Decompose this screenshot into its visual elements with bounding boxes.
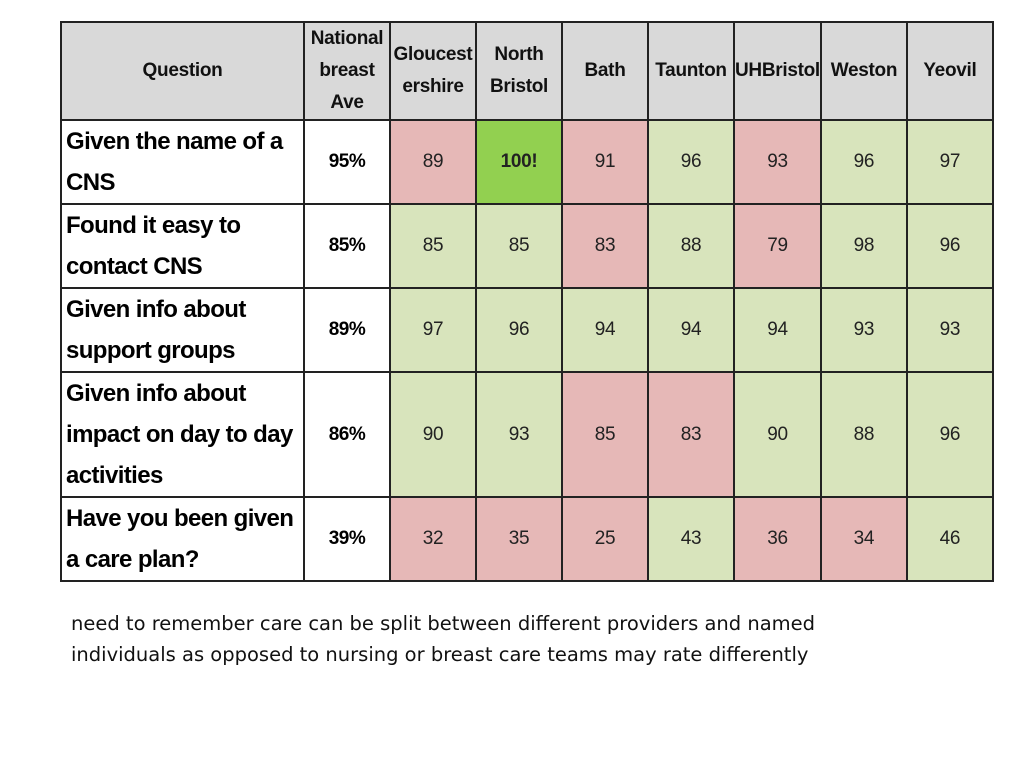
table-row: Have you been given a care plan? 39% 32 … (60, 496, 994, 582)
score-cell: 97 (389, 287, 477, 373)
col-header-yeovil: Yeovil (905, 21, 994, 121)
score-cell: 85 (475, 203, 563, 289)
question-column-header: Question (60, 21, 305, 121)
question-line: Given info about (66, 380, 246, 407)
footnote: need to remember care can be split betwe… (71, 608, 971, 670)
score-cell: 85 (561, 371, 649, 498)
national-average-cell: 86% (303, 371, 391, 498)
header-line: UHBristol (735, 60, 820, 81)
national-average-cell: 39% (303, 496, 391, 582)
national-average-cell: 95% (303, 119, 391, 205)
score-cell: 32 (389, 496, 477, 582)
question-line: support groups (66, 337, 236, 364)
col-header-weston: Weston (819, 21, 908, 121)
question-cell: Given the name of a CNS (60, 119, 305, 205)
question-cell: Found it easy to contact CNS (60, 203, 305, 289)
footnote-line: individuals as opposed to nursing or bre… (71, 643, 809, 666)
col-header-uhbristol: UHBristol (733, 21, 822, 121)
col-header-north-bristol: North Bristol (475, 21, 563, 121)
header-line: National (310, 28, 384, 49)
score-cell: 94 (647, 287, 735, 373)
header-line: breast (319, 60, 375, 81)
header-line: Bristol (489, 76, 549, 97)
header-line: Gloucest (393, 44, 473, 65)
question-line: Given the name of a (66, 128, 283, 155)
score-cell: 90 (733, 371, 822, 498)
question-line: CNS (66, 169, 115, 196)
header-line: ershire (402, 76, 464, 97)
question-cell: Have you been given a care plan? (60, 496, 305, 582)
score-cell: 93 (475, 371, 563, 498)
score-cell: 100! (475, 119, 563, 205)
header-line: Yeovil (923, 60, 977, 81)
col-header-bath: Bath (561, 21, 649, 121)
score-cell: 88 (819, 371, 908, 498)
score-cell: 94 (733, 287, 822, 373)
score-cell: 96 (819, 119, 908, 205)
score-cell: 97 (905, 119, 994, 205)
score-cell: 96 (647, 119, 735, 205)
score-cell: 83 (561, 203, 649, 289)
question-line: Given info about (66, 296, 246, 323)
score-cell: 25 (561, 496, 649, 582)
score-cell: 79 (733, 203, 822, 289)
score-cell: 96 (905, 371, 994, 498)
table-row: Given info about impact on day to day ac… (60, 371, 994, 498)
header-line: North (494, 44, 544, 65)
score-cell: 36 (733, 496, 822, 582)
header-line: Weston (830, 60, 898, 81)
score-cell: 94 (561, 287, 649, 373)
score-cell: 83 (647, 371, 735, 498)
score-cell: 93 (733, 119, 822, 205)
question-line: Have you been given (66, 505, 294, 532)
score-cell: 93 (819, 287, 908, 373)
header-line: Bath (584, 60, 626, 81)
col-header-taunton: Taunton (647, 21, 735, 121)
question-line: activities (66, 462, 163, 489)
header-line: Ave (330, 92, 364, 113)
score-cell: 93 (905, 287, 994, 373)
score-cell: 96 (905, 203, 994, 289)
footnote-line: need to remember care can be split betwe… (71, 612, 816, 635)
question-line: Found it easy to (66, 212, 241, 239)
question-line: impact on day to day (66, 421, 293, 448)
table-row: Found it easy to contact CNS 85% 85 85 8… (60, 203, 994, 289)
score-cell: 96 (475, 287, 563, 373)
score-cell: 98 (819, 203, 908, 289)
question-cell: Given info about support groups (60, 287, 305, 373)
table-row: Given info about support groups 89% 97 9… (60, 287, 994, 373)
col-header-gloucestershire: Gloucest ershire (389, 21, 477, 121)
score-cell: 43 (647, 496, 735, 582)
score-cell: 46 (905, 496, 994, 582)
score-cell: 88 (647, 203, 735, 289)
header-line: Taunton (655, 60, 727, 81)
score-cell: 89 (389, 119, 477, 205)
score-cell: 34 (819, 496, 908, 582)
survey-results-table: Question National breast Ave Gloucest er… (60, 21, 994, 582)
question-line: a care plan? (66, 546, 199, 573)
national-average-cell: 85% (303, 203, 391, 289)
table-header-row: Question National breast Ave Gloucest er… (60, 21, 994, 121)
score-cell: 90 (389, 371, 477, 498)
score-cell: 85 (389, 203, 477, 289)
col-header-national-ave: National breast Ave (303, 21, 391, 121)
question-cell: Given info about impact on day to day ac… (60, 371, 305, 498)
question-line: contact CNS (66, 253, 203, 280)
score-cell: 91 (561, 119, 649, 205)
table-row: Given the name of a CNS 95% 89 100! 91 9… (60, 119, 994, 205)
score-cell: 35 (475, 496, 563, 582)
national-average-cell: 89% (303, 287, 391, 373)
question-header-label: Question (142, 60, 223, 81)
